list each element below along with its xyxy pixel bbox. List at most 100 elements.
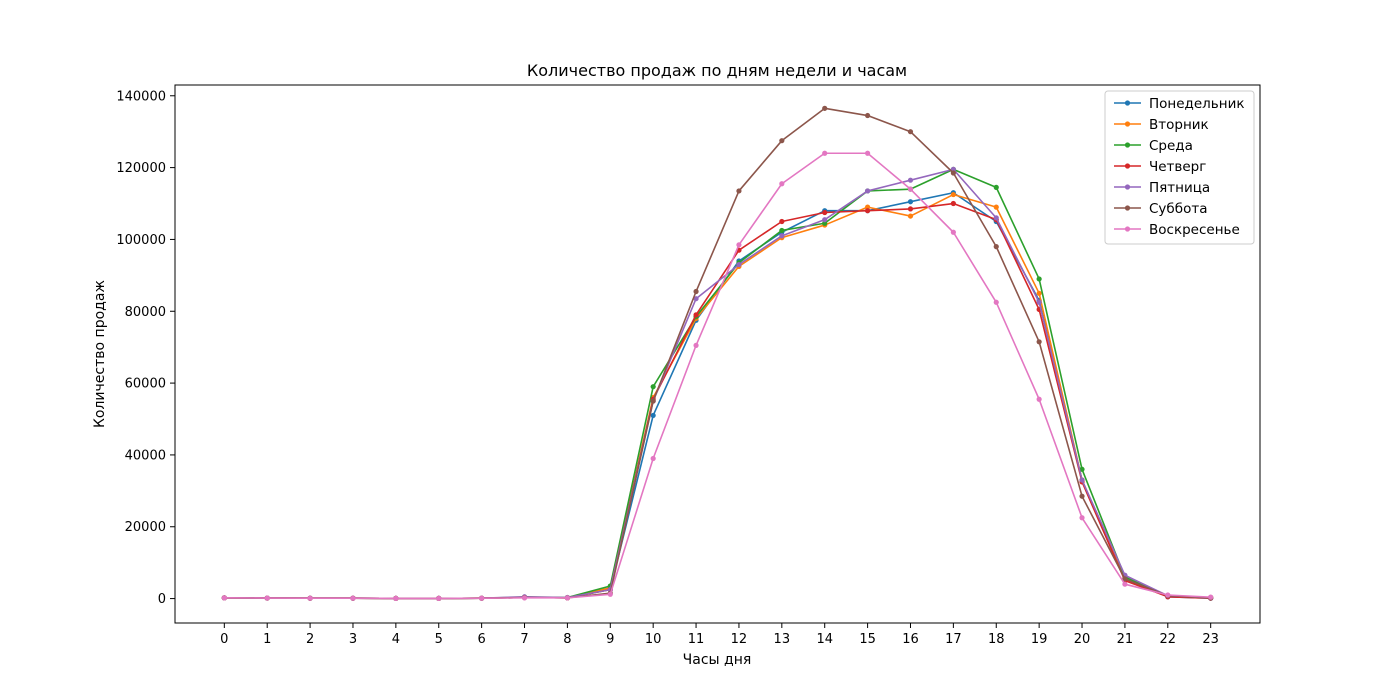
legend-marker: [1124, 226, 1131, 232]
data-point: [950, 200, 956, 207]
x-tick-label: 23: [1202, 632, 1219, 647]
data-point: [1079, 493, 1085, 499]
legend-marker: [1124, 205, 1131, 211]
data-point: [993, 204, 999, 210]
x-tick-label: 8: [563, 632, 571, 647]
data-point: [350, 595, 356, 601]
plot-area: [221, 105, 1214, 601]
data-point: [650, 455, 656, 462]
legend-box: [1104, 90, 1255, 245]
data-point: [693, 296, 699, 302]
data-point: [1122, 576, 1128, 582]
series-7: [221, 150, 1214, 601]
x-tick-label: 16: [902, 632, 919, 647]
data-point: [779, 218, 785, 225]
data-point: [1165, 592, 1171, 598]
data-point: [736, 261, 742, 268]
legend-label: Суббота: [1149, 201, 1207, 217]
x-axis: 0 1 2 3 4 5 6 7 8 9 10 11 12 13 14 15 16 17 18 19 20 21 22 23: [220, 623, 1219, 647]
x-tick-label: 22: [1160, 632, 1177, 647]
legend: Понедельник Вторник Среда Четверг Пятница Суб…: [1104, 90, 1255, 245]
x-tick-label: 5: [435, 632, 443, 647]
y-axis: 0 20000 40000 60000 80000 100000 120000 140000: [116, 89, 175, 607]
legend-item: Понедельник: [1114, 96, 1245, 112]
x-tick-label: 3: [349, 632, 357, 647]
data-point: [993, 215, 999, 221]
y-tick-label: 20000: [125, 520, 166, 535]
data-point: [393, 595, 399, 601]
series-line: [224, 152, 1211, 600]
data-point: [779, 227, 785, 234]
x-tick-label: 17: [945, 632, 962, 647]
data-point: [1036, 396, 1042, 402]
data-point: [264, 595, 270, 601]
x-tick-label: 11: [688, 632, 705, 647]
legend-marker: [1124, 100, 1131, 106]
data-point: [907, 199, 914, 205]
legend-label: Среда: [1149, 138, 1193, 154]
data-point: [221, 595, 227, 601]
legend-item: Среда: [1114, 138, 1193, 154]
data-point: [650, 384, 656, 390]
data-point: [1079, 466, 1085, 472]
x-tick-label: 2: [306, 632, 314, 647]
x-tick-label: 9: [606, 632, 614, 647]
x-tick-label: 6: [477, 632, 485, 647]
data-point: [822, 209, 828, 216]
x-tick-label: 18: [988, 632, 1005, 647]
x-tick-label: 1: [263, 632, 271, 647]
legend-marker: [1124, 121, 1131, 127]
x-tick-label: 12: [731, 632, 748, 647]
data-point: [1079, 477, 1085, 483]
data-point: [907, 213, 914, 219]
data-point: [864, 188, 871, 194]
legend-item: Четверг: [1114, 159, 1206, 175]
data-point: [650, 398, 656, 404]
data-point: [693, 288, 699, 295]
data-point: [950, 229, 956, 235]
data-point: [693, 312, 699, 318]
y-axis-title: Количество продаж: [92, 280, 108, 428]
legend-label: Четверг: [1149, 159, 1206, 175]
y-tick-label: 40000: [125, 448, 166, 463]
data-point: [822, 220, 828, 226]
legend-item: Вторник: [1114, 117, 1209, 133]
data-point: [950, 170, 956, 176]
x-tick-label: 7: [520, 632, 528, 647]
data-point: [907, 129, 914, 135]
data-point: [1036, 339, 1042, 345]
data-point: [907, 177, 914, 183]
data-point: [864, 208, 871, 214]
data-point: [650, 412, 656, 419]
legend-item: Пятница: [1114, 180, 1210, 196]
data-point: [436, 595, 442, 601]
legend-label: Пятница: [1149, 180, 1210, 196]
x-tick-label: 10: [645, 632, 662, 647]
data-point: [736, 188, 742, 194]
y-tick-label: 0: [158, 592, 166, 607]
data-point: [993, 184, 999, 190]
data-point: [564, 595, 571, 601]
y-tick-label: 120000: [116, 161, 166, 176]
x-tick-label: 15: [859, 632, 876, 647]
data-point: [864, 150, 871, 156]
data-point: [779, 233, 785, 239]
chart-title: Количество продаж по дням недели и часам: [527, 61, 907, 80]
data-point: [822, 105, 828, 111]
legend-label: Вторник: [1149, 117, 1209, 133]
data-point: [736, 242, 742, 248]
x-tick-label: 19: [1031, 632, 1048, 647]
x-tick-label: 0: [220, 632, 228, 647]
data-point: [822, 150, 828, 156]
data-point: [607, 591, 613, 597]
data-point: [907, 206, 914, 212]
x-tick-label: 21: [1117, 632, 1134, 647]
data-point: [993, 299, 999, 305]
data-point: [864, 204, 871, 210]
legend-marker: [1124, 163, 1131, 169]
y-tick-label: 140000: [116, 89, 166, 104]
y-tick-label: 100000: [116, 233, 166, 248]
data-point: [993, 244, 999, 250]
data-point: [1036, 290, 1042, 296]
